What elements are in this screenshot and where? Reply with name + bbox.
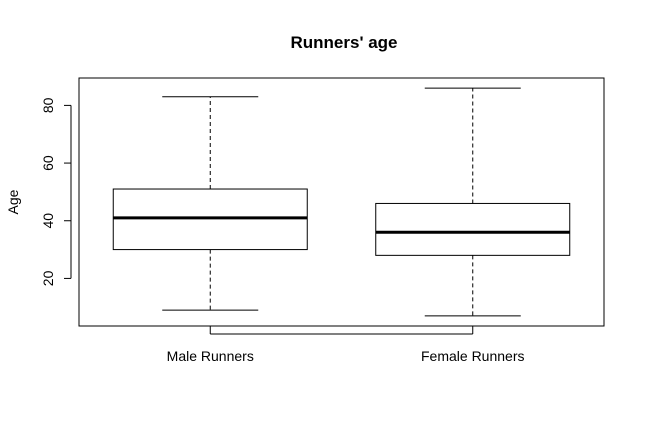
chart-title: Runners' age	[290, 33, 397, 52]
box-1	[375, 87, 571, 317]
x-axis: Male Runners Female Runners	[167, 326, 525, 364]
x-tick-label-1: Female Runners	[421, 348, 525, 364]
x-tick-label-0: Male Runners	[167, 348, 254, 364]
plot-frame	[78, 77, 605, 327]
y-tick-label-40: 40	[40, 213, 56, 229]
y-axis: 20 40 60 80	[40, 97, 72, 286]
y-axis-label: Age	[5, 189, 21, 214]
y-tick-label-60: 60	[40, 155, 56, 171]
iqr-box	[375, 202, 571, 256]
box-0	[112, 96, 308, 311]
boxes	[112, 87, 571, 317]
y-tick-label-20: 20	[40, 270, 56, 286]
y-tick-label-80: 80	[40, 97, 56, 113]
